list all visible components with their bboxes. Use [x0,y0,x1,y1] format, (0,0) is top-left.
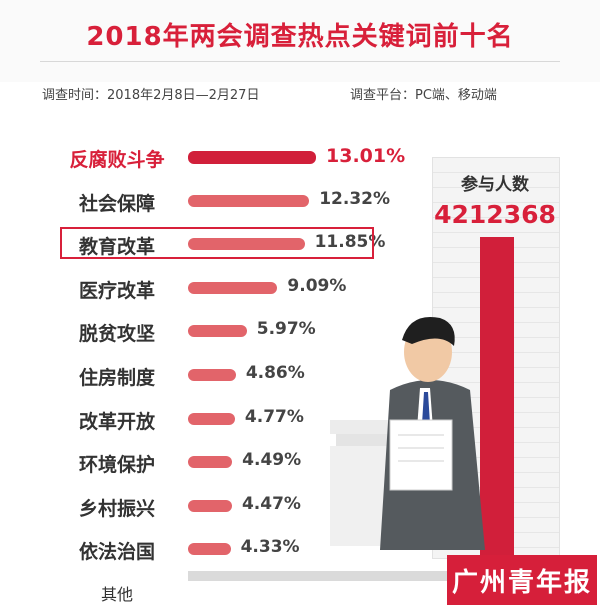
bar [188,194,310,207]
chart-row: 住房制度 4.86% [0,360,420,390]
bar [188,325,247,338]
value-label: 11.85% [314,232,386,253]
bar [188,412,235,425]
bar [188,499,232,512]
category-label: 社会保障 [78,192,155,215]
title-bar [0,0,600,82]
bar [188,456,233,469]
survey-platform: 调查平台：PC端、移动端 [350,88,497,103]
title-divider [40,61,560,62]
chart-row: 其他 [0,578,420,608]
participants-label: 参与人数 [461,175,529,195]
bar [188,369,236,381]
chart-row: 教育改革 11.85% [0,229,420,259]
value-label: 4.47% [241,493,301,514]
bar [188,543,231,556]
value-label: 13.01% [326,145,406,167]
category-label: 反腐败斗争 [69,149,165,171]
category-label: 其他 [100,585,133,604]
chart-row: 改革开放 4.77% [0,404,420,434]
category-label: 教育改革 [78,236,155,259]
newspaper-logo: 广州青年报 [447,555,597,605]
category-label: 脱贫攻坚 [78,323,155,346]
value-label: 9.09% [287,275,347,296]
value-label: 5.97% [256,319,316,340]
document-in-hand [389,419,453,491]
value-label: 4.77% [244,406,304,427]
category-label: 住房制度 [78,367,155,389]
category-label: 依法治国 [78,541,155,564]
category-label: 医疗改革 [78,279,155,302]
value-label: 4.86% [245,363,305,383]
businessman-illustration [330,316,485,550]
category-label: 乡村振兴 [78,497,155,520]
bar-other [188,571,588,581]
bar [188,281,278,294]
participants-bar [480,237,514,557]
chart-row: 乡村振兴 4.47% [0,491,420,521]
chart-row: 社会保障 12.32% [0,186,420,216]
category-label: 改革开放 [78,410,155,433]
chart-row: 脱贫攻坚 5.97% [0,316,420,346]
chart-row: 医疗改革 9.09% [0,273,420,303]
bar [188,238,305,251]
bar [188,151,316,164]
value-label: 12.32% [319,188,391,209]
hair [402,316,455,346]
survey-time: 调查时间：2018年2月8日—2月27日 [42,88,260,103]
highlight-box [60,227,374,259]
chart-row: 反腐败斗争 13.01% [0,142,420,172]
chart-title: 2018年两会调查热点关键词前十名 [86,22,514,52]
chart-row: 依法治国 4.33% [0,534,420,564]
participants-count: 4212368 [434,200,556,229]
value-label: 4.33% [240,537,300,558]
chart-row: 环境保护 4.49% [0,447,420,477]
category-label: 环境保护 [78,454,155,477]
value-label: 4.49% [242,450,302,471]
